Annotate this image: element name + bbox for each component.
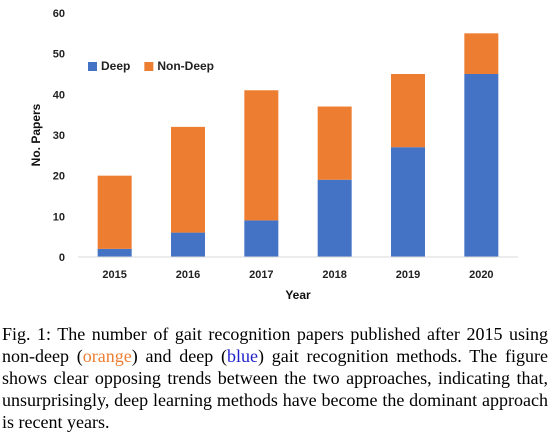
y-tick-label: 10 bbox=[53, 211, 65, 223]
bar-deep-2020 bbox=[464, 74, 499, 257]
bar-non-deep-2016 bbox=[171, 126, 205, 233]
caption-text-1: The number of gait recognition papers pu… bbox=[2, 324, 548, 366]
bar-deep-2015 bbox=[97, 248, 132, 257]
bar-non-deep-2017 bbox=[244, 90, 279, 221]
y-axis-title: No. Papers bbox=[29, 103, 43, 166]
x-tick-label: 2020 bbox=[469, 269, 493, 281]
caption-label: Fig. 1: bbox=[2, 324, 52, 344]
legend-swatch-non-deep bbox=[144, 62, 154, 71]
x-axis-title: Year bbox=[285, 288, 311, 302]
bar-non-deep-2020 bbox=[464, 33, 499, 74]
y-tick-label: 60 bbox=[53, 8, 65, 20]
bar-deep-2016 bbox=[171, 232, 205, 257]
x-tick-label: 2018 bbox=[322, 269, 346, 281]
x-tick-label: 2017 bbox=[249, 269, 273, 281]
bar-non-deep-2015 bbox=[97, 175, 132, 249]
bar-deep-2019 bbox=[391, 147, 425, 257]
stacked-bar-chart: 0 10 20 30 40 50 60 2015 2016 2017 2018 2019 2020 N… bbox=[29, 8, 518, 302]
legend: Deep Non-Deep bbox=[88, 59, 214, 73]
bars bbox=[97, 33, 499, 257]
caption-blue-word: blue bbox=[227, 346, 259, 366]
bar-deep-2017 bbox=[244, 220, 279, 257]
bar-non-deep-2018 bbox=[317, 106, 352, 180]
bar-deep-2018 bbox=[317, 179, 352, 257]
caption-text-3: ) gait recognition methods. The figure s… bbox=[2, 346, 548, 432]
legend-swatch-deep bbox=[88, 62, 97, 71]
y-tick-label: 20 bbox=[53, 171, 65, 183]
legend-label: Non-Deep bbox=[157, 59, 214, 73]
x-tick-label: 2019 bbox=[396, 269, 420, 281]
y-tick-label: 30 bbox=[53, 130, 65, 142]
x-tick-label: 2016 bbox=[176, 269, 200, 281]
figure-caption: Fig. 1: The number of gait recognition p… bbox=[2, 323, 548, 433]
x-tick-label: 2015 bbox=[102, 269, 126, 281]
y-tick-label: 0 bbox=[59, 252, 65, 264]
y-tick-label: 40 bbox=[53, 89, 65, 101]
bar-non-deep-2019 bbox=[391, 74, 425, 148]
y-tick-label: 50 bbox=[53, 49, 65, 61]
x-axis-ticks: 2015 2016 2017 2018 2019 2020 bbox=[102, 269, 493, 281]
legend-label: Deep bbox=[101, 59, 130, 73]
caption-orange-word: orange bbox=[82, 346, 132, 366]
y-axis-ticks: 0 10 20 30 40 50 60 bbox=[53, 8, 65, 264]
caption-text-2: ) and deep ( bbox=[131, 346, 228, 366]
